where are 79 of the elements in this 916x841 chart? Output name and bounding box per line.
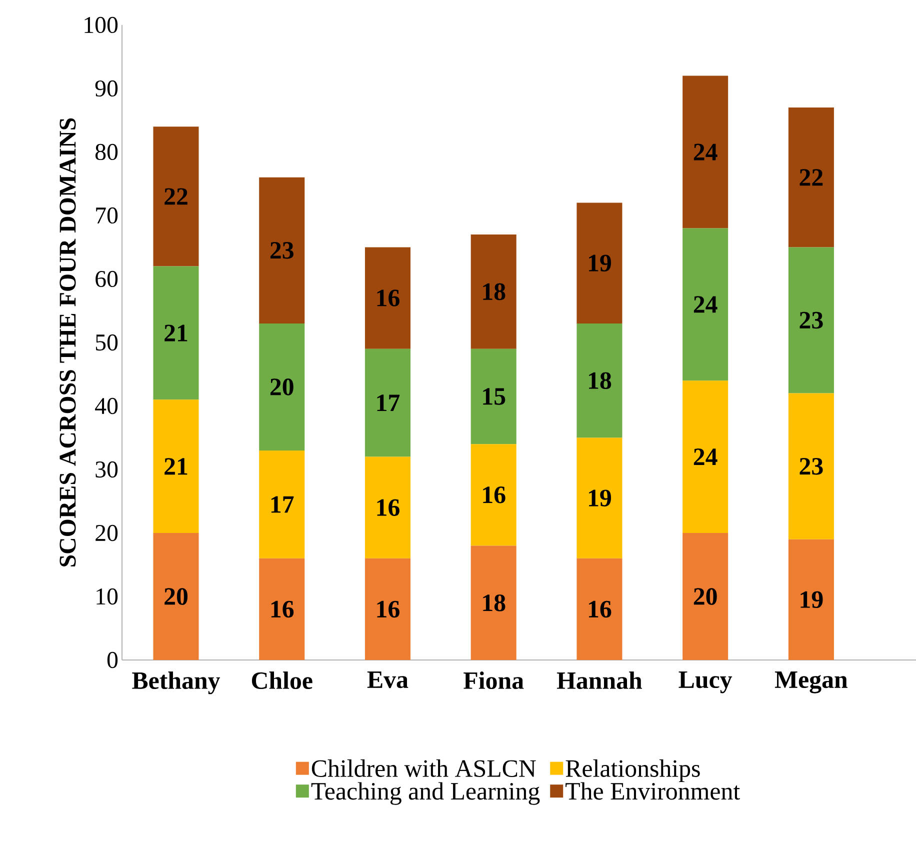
data-label: 21 [164,458,188,475]
y-tick-label: 80 [95,144,118,160]
bar [576,323,622,438]
bar [576,558,622,660]
data-label: 23 [270,242,294,259]
legend-label: Children with ASLCN [312,759,536,777]
legend-label: Relationships [566,759,700,782]
bar [259,450,305,558]
y-tick-label: 50 [96,334,118,351]
bar [576,202,622,324]
bar [788,539,834,660]
data-label: 23 [800,312,823,329]
data-label: 17 [271,496,294,513]
data-label: 16 [377,600,400,618]
bar [153,126,199,266]
bar [470,546,516,660]
bar [259,323,305,450]
legend-label: Teaching and Learning [311,782,540,805]
data-label: 18 [483,283,506,300]
bar [364,348,410,457]
y-tick-label: 30 [96,461,118,478]
data-label: 22 [800,169,823,186]
data-label: 17 [377,394,400,412]
bar [364,247,410,349]
bar [682,532,728,660]
bar [788,108,834,248]
y-tick-label: 40 [95,398,118,414]
bar [682,228,728,381]
bar [153,266,199,400]
bar [470,348,516,444]
data-label: 15 [483,388,506,405]
bar [576,438,622,558]
data-label: 24 [694,296,718,313]
data-label: 24 [694,448,718,466]
x-tick-label: Fiona [464,672,524,690]
data-label: 19 [589,490,612,506]
data-label: 18 [589,372,612,390]
data-label: 20 [270,378,294,396]
data-label: 16 [589,600,612,618]
x-tick-label: Hannah [556,672,642,690]
data-label: 20 [694,588,717,605]
bar [682,380,728,533]
bar [364,456,410,558]
bar [788,247,834,394]
y-tick-label: 0 [107,652,118,668]
data-label: 16 [377,499,400,516]
bar [259,177,305,324]
y-tick-label: 60 [96,270,118,288]
bar [364,558,410,660]
bar [470,234,516,349]
data-label: 21 [164,324,188,342]
y-tick-label: 10 [96,588,118,605]
x-tick-label: Bethany [132,672,220,694]
bar [153,532,199,660]
y-tick-label: 90 [95,80,118,97]
bar [259,558,305,660]
bar [682,76,728,228]
y-tick-label: 70 [96,207,118,224]
y-tick-label: 100 [84,16,118,34]
x-tick-label: Lucy [678,672,732,694]
data-label: 19 [589,254,612,272]
bar [470,444,516,546]
y-tick-label: 20 [96,524,118,542]
data-label: 22 [164,188,188,205]
x-tick-label: Chloe [252,672,312,690]
bar [153,400,199,533]
data-label: 16 [483,486,506,504]
data-label: 16 [271,600,294,618]
data-label: 16 [377,290,400,306]
x-tick-label: Eva [367,672,408,688]
legend-label: The Environment [566,782,740,800]
data-label: 19 [800,591,823,608]
data-label: 23 [800,458,823,475]
y-axis-title: SCORES ACROSS THE FOUR DOMAINS [60,118,76,566]
data-label: 18 [483,594,506,612]
data-label: 20 [164,588,188,605]
data-label: 24 [694,144,718,160]
x-tick-label: Megan [774,672,848,694]
bar [788,393,834,540]
